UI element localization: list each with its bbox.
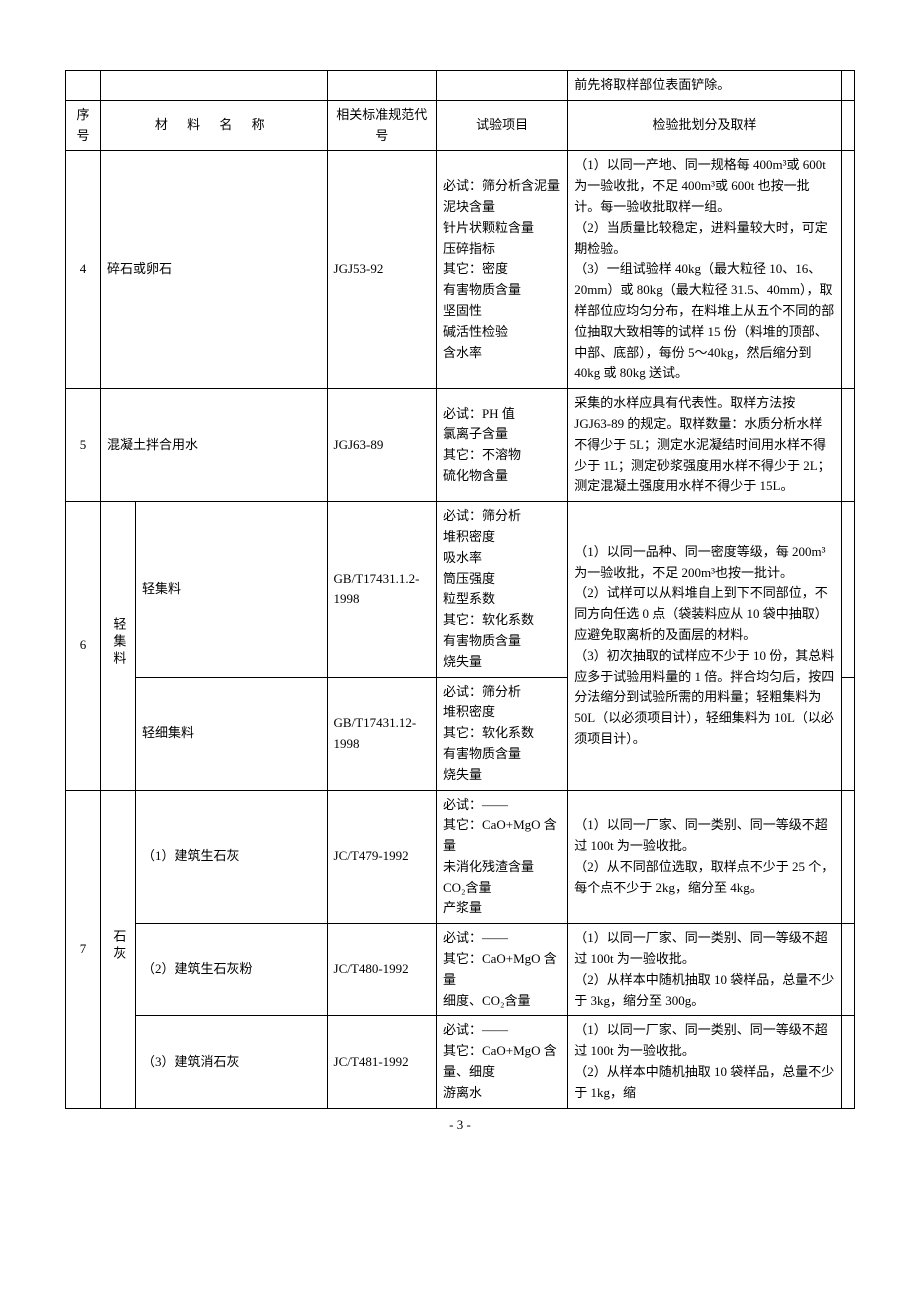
page-number: - 3 - — [65, 1117, 855, 1133]
batch-cell: （1）以同一品种、同一密度等级，每 200m³为一验收批，不足 200m³也按一… — [568, 502, 842, 790]
seq-cell: 7 — [66, 790, 101, 1108]
std-cell: JC/T479-1992 — [327, 790, 436, 924]
group-cell: 石灰 — [101, 790, 136, 1108]
materials-table: 前先将取样部位表面铲除。 序号 材 料 名 称 相关标准规范代号 试验项目 检验… — [65, 70, 855, 1109]
name-cell: 混凝土拌合用水 — [101, 389, 328, 502]
batch-cell: （1）以同一厂家、同一类别、同一等级不超过 100t 为一验收批。 （2）从样本… — [568, 1016, 842, 1108]
test-cell: 必试：—— 其它：CaO+MgO 含量、细度 游离水 — [436, 1016, 567, 1108]
table-row: （3）建筑消石灰 JC/T481-1992 必试：—— 其它：CaO+MgO 含… — [66, 1016, 855, 1108]
test-cell: 必试：筛分析 堆积密度 吸水率 筒压强度 粒型系数 其它：软化系数 有害物质含量… — [436, 502, 567, 677]
test-cell: 必试：筛分析含泥量 泥块含量 针片状颗粒含量 压碎指标 其它：密度 有害物质含量… — [436, 151, 567, 389]
std-cell: JGJ63-89 — [327, 389, 436, 502]
hdr-std: 相关标准规范代号 — [327, 100, 436, 151]
name-cell: 轻细集料 — [136, 677, 328, 790]
name-cell: （3）建筑消石灰 — [136, 1016, 328, 1108]
name-cell: （1）建筑生石灰 — [136, 790, 328, 924]
group-cell: 轻集料 — [101, 502, 136, 790]
hdr-batch: 检验批划分及取样 — [568, 100, 842, 151]
seq-cell: 5 — [66, 389, 101, 502]
table-header-row: 序号 材 料 名 称 相关标准规范代号 试验项目 检验批划分及取样 — [66, 100, 855, 151]
seq-cell: 6 — [66, 502, 101, 790]
hdr-test: 试验项目 — [436, 100, 567, 151]
table-row: 4 碎石或卵石 JGJ53-92 必试：筛分析含泥量 泥块含量 针片状颗粒含量 … — [66, 151, 855, 389]
std-cell: JC/T481-1992 — [327, 1016, 436, 1108]
test-cell: 必试：PH 值 氯离子含量 其它：不溶物 硫化物含量 — [436, 389, 567, 502]
test-cell: 必试：筛分析 堆积密度 其它：软化系数 有害物质含量 烧失量 — [436, 677, 567, 790]
batch-cell: （1）以同一厂家、同一类别、同一等级不超过 100t 为一验收批。 （2）从不同… — [568, 790, 842, 924]
batch-cell: （1）以同一厂家、同一类别、同一等级不超过 100t 为一验收批。 （2）从样本… — [568, 924, 842, 1016]
batch-cell: 采集的水样应具有代表性。取样方法按 JGJ63-89 的规定。取样数量：水质分析… — [568, 389, 842, 502]
batch-cell: （1）以同一产地、同一规格每 400m³或 600t 为一验收批，不足 400m… — [568, 151, 842, 389]
test-cell: 必试：—— 其它：CaO+MgO 含量 未消化残渣含量 CO₂含量 产浆量 — [436, 790, 567, 924]
name-cell: 碎石或卵石 — [101, 151, 328, 389]
std-cell: JGJ53-92 — [327, 151, 436, 389]
hdr-name: 材 料 名 称 — [101, 100, 328, 151]
test-cell: 必试：—— 其它：CaO+MgO 含量 细度、CO₂含量 — [436, 924, 567, 1016]
fragment-cell: 前先将取样部位表面铲除。 — [568, 71, 842, 101]
table-row: 7 石灰 （1）建筑生石灰 JC/T479-1992 必试：—— 其它：CaO+… — [66, 790, 855, 924]
std-cell: JC/T480-1992 — [327, 924, 436, 1016]
table-row: 6 轻集料 轻集料 GB/T17431.1.2-1998 必试：筛分析 堆积密度… — [66, 502, 855, 677]
std-cell: GB/T17431.1.2-1998 — [327, 502, 436, 677]
table-row-fragment: 前先将取样部位表面铲除。 — [66, 71, 855, 101]
seq-cell: 4 — [66, 151, 101, 389]
table-row: （2）建筑生石灰粉 JC/T480-1992 必试：—— 其它：CaO+MgO … — [66, 924, 855, 1016]
std-cell: GB/T17431.12-1998 — [327, 677, 436, 790]
name-cell: （2）建筑生石灰粉 — [136, 924, 328, 1016]
hdr-seq: 序号 — [66, 100, 101, 151]
name-cell: 轻集料 — [136, 502, 328, 677]
table-row: 5 混凝土拌合用水 JGJ63-89 必试：PH 值 氯离子含量 其它：不溶物 … — [66, 389, 855, 502]
